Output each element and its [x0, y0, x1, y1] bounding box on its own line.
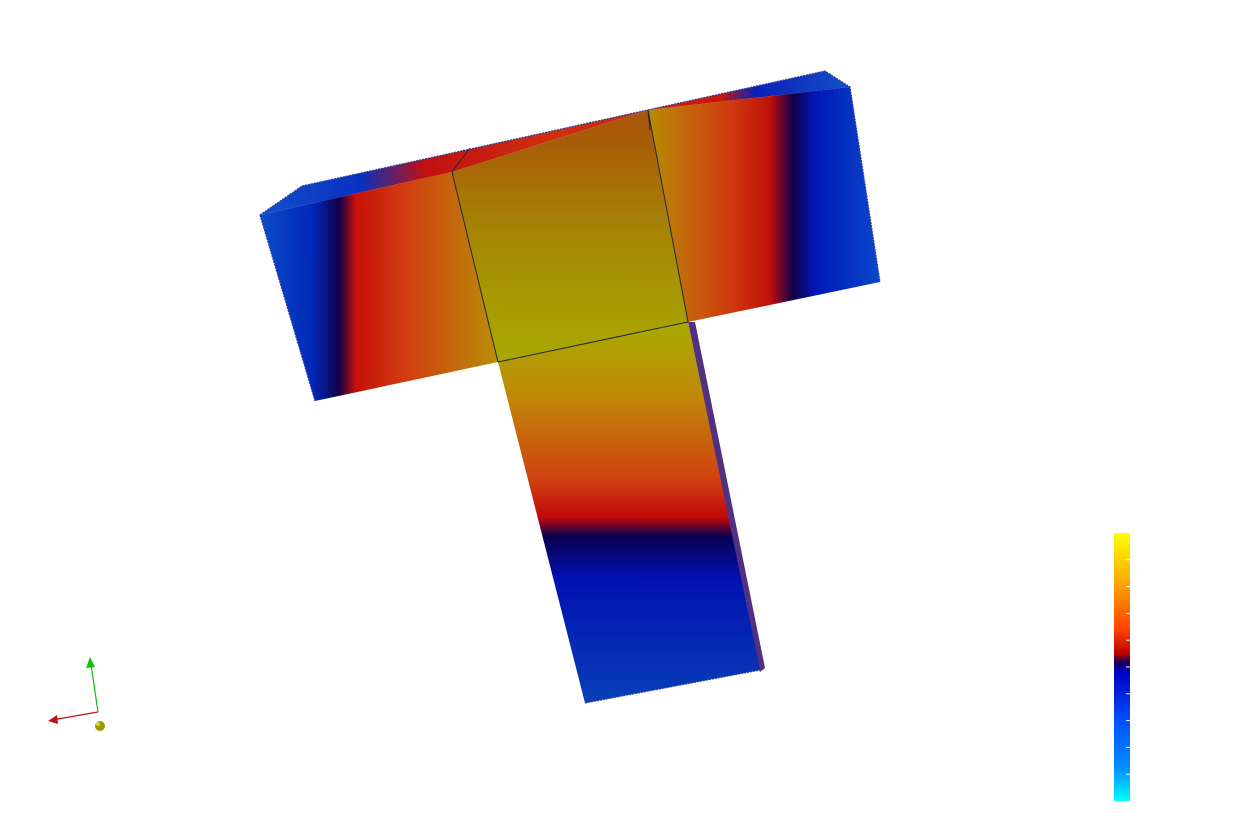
z-axis-sphere-highlight: [96, 722, 100, 726]
orientation-axes: [48, 657, 105, 731]
y-axis-line: [90, 663, 99, 713]
z-axis-sphere-icon: [95, 721, 105, 731]
stem-side-face: [688, 322, 765, 672]
crossbar-center-face: [452, 110, 688, 362]
x-axis-line: [51, 711, 99, 721]
y-axis-arrow-icon: [86, 657, 95, 668]
colorbar-ticks: [1126, 559, 1130, 775]
x-axis-arrow-icon: [48, 715, 58, 724]
mesh-outline: [259, 70, 881, 704]
crossbar-top-face: [260, 71, 850, 215]
colorbar: [1114, 533, 1130, 801]
mesh-edges: [451, 109, 689, 363]
crossbar-left-face: [260, 172, 498, 401]
stem-front-face: [498, 322, 760, 703]
crossbar-right-face: [648, 87, 880, 322]
colorbar-gradient: [1114, 533, 1130, 801]
